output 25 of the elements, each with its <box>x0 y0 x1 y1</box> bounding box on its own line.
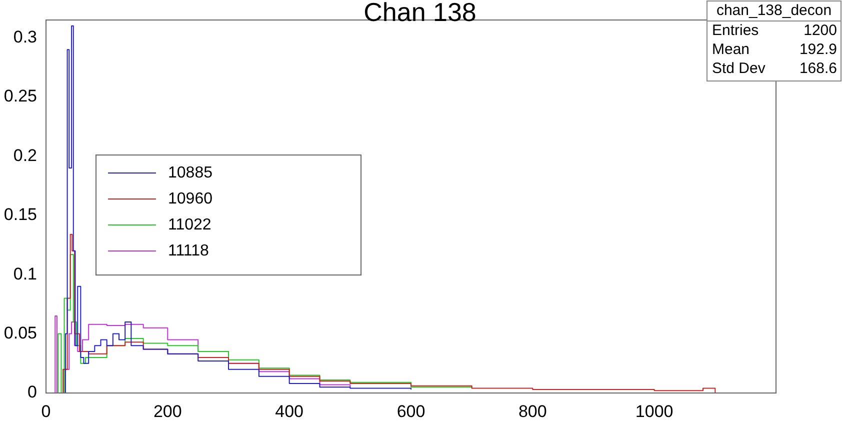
annotation: Std Dev <box>712 60 766 78</box>
text: 1200 <box>804 22 837 40</box>
legend-label: 10960 <box>168 190 213 208</box>
x-tick-label: 0 <box>41 402 51 421</box>
text: chan_138_decon <box>716 2 832 20</box>
text: 168.6 <box>799 60 837 78</box>
x-tick-label: 1000 <box>635 402 674 421</box>
x-tick-label: 800 <box>518 402 547 421</box>
chart-title: Chan 138 <box>364 0 476 28</box>
legend-label: 11022 <box>168 216 212 234</box>
x-tick-label: 200 <box>153 402 182 421</box>
legend-label: 11118 <box>168 242 210 260</box>
y-tick-label: 0.25 <box>4 86 37 106</box>
y-tick-label: 0.1 <box>13 264 37 284</box>
x-tick-label: 400 <box>275 402 304 421</box>
y-tick-label: 0.05 <box>4 323 37 342</box>
text: 192.9 <box>799 41 837 58</box>
y-tick-label: 0.2 <box>13 146 37 165</box>
legend-label: 10885 <box>168 164 213 182</box>
annotation: Mean <box>712 41 750 58</box>
y-tick-label: 0.15 <box>4 205 37 224</box>
y-tick-label: 0.3 <box>13 27 37 46</box>
x-tick-label: 600 <box>396 402 426 421</box>
y-tick-label: 0 <box>28 382 37 402</box>
annotation: Entries <box>712 22 759 40</box>
